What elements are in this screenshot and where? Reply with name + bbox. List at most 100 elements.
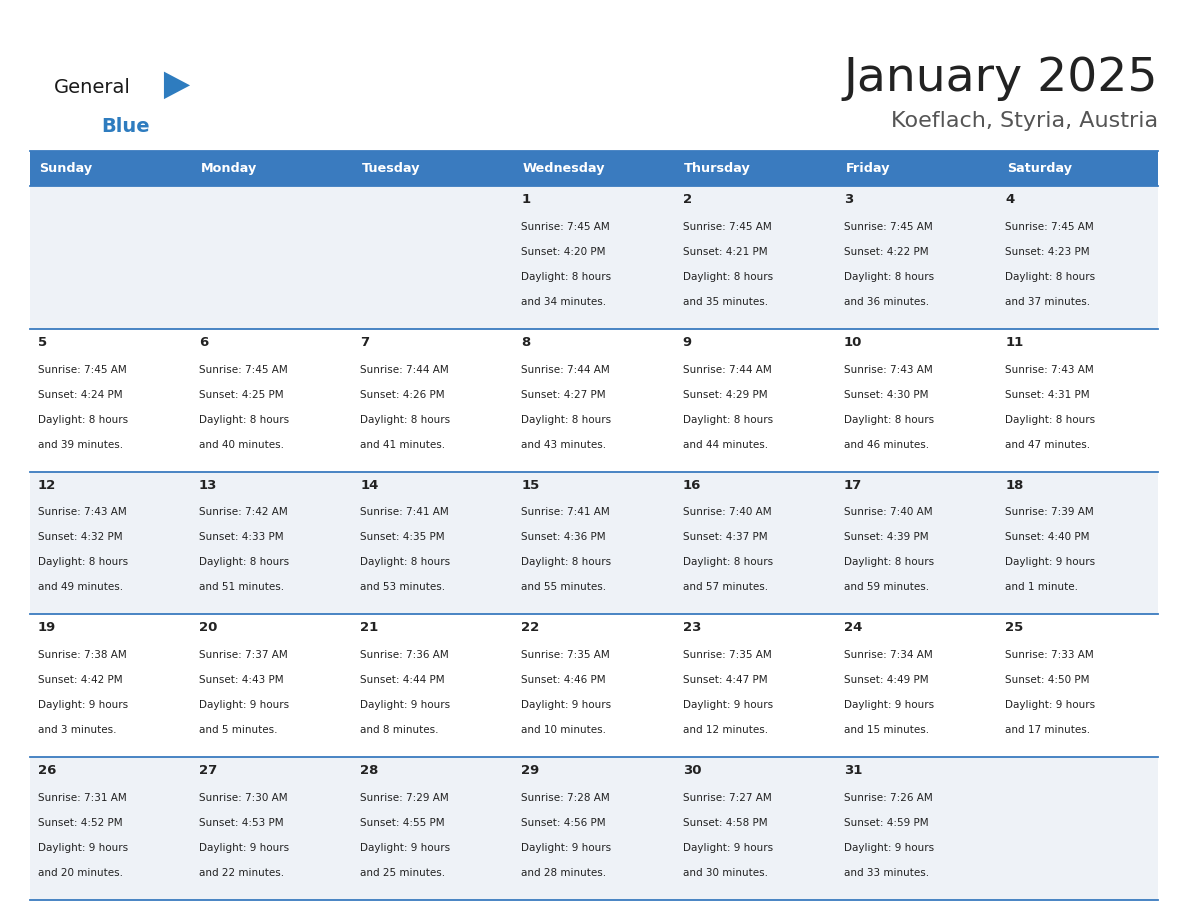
Text: Daylight: 8 hours: Daylight: 8 hours bbox=[683, 415, 773, 425]
Text: Monday: Monday bbox=[201, 162, 257, 175]
Bar bbox=[836, 151, 997, 186]
Bar bbox=[30, 151, 191, 186]
Text: Sunset: 4:46 PM: Sunset: 4:46 PM bbox=[522, 675, 606, 685]
Bar bbox=[997, 472, 1158, 614]
Text: Sunrise: 7:35 AM: Sunrise: 7:35 AM bbox=[522, 650, 611, 660]
Text: Daylight: 8 hours: Daylight: 8 hours bbox=[360, 415, 450, 425]
Bar bbox=[352, 151, 513, 186]
Text: and 34 minutes.: and 34 minutes. bbox=[522, 297, 607, 307]
Text: 4: 4 bbox=[1005, 194, 1015, 207]
Text: Sunrise: 7:27 AM: Sunrise: 7:27 AM bbox=[683, 792, 771, 802]
Text: Daylight: 8 hours: Daylight: 8 hours bbox=[522, 557, 612, 567]
Text: Sunset: 4:43 PM: Sunset: 4:43 PM bbox=[198, 675, 284, 685]
Text: Daylight: 8 hours: Daylight: 8 hours bbox=[843, 272, 934, 282]
Text: General: General bbox=[53, 78, 131, 96]
Text: Sunset: 4:30 PM: Sunset: 4:30 PM bbox=[843, 389, 928, 399]
Bar bbox=[352, 329, 513, 472]
Text: January 2025: January 2025 bbox=[843, 55, 1158, 101]
Text: Sunset: 4:26 PM: Sunset: 4:26 PM bbox=[360, 389, 444, 399]
Text: 15: 15 bbox=[522, 479, 539, 492]
Text: Daylight: 8 hours: Daylight: 8 hours bbox=[198, 415, 289, 425]
Text: 22: 22 bbox=[522, 621, 539, 634]
Text: Sunset: 4:59 PM: Sunset: 4:59 PM bbox=[843, 818, 929, 828]
Text: Wednesday: Wednesday bbox=[523, 162, 606, 175]
Text: 21: 21 bbox=[360, 621, 379, 634]
Text: Daylight: 9 hours: Daylight: 9 hours bbox=[522, 700, 612, 710]
Bar bbox=[997, 757, 1158, 900]
Text: Friday: Friday bbox=[846, 162, 890, 175]
Bar bbox=[997, 329, 1158, 472]
Bar bbox=[997, 151, 1158, 186]
Text: 31: 31 bbox=[843, 764, 862, 778]
Text: Sunrise: 7:38 AM: Sunrise: 7:38 AM bbox=[38, 650, 126, 660]
Bar bbox=[675, 186, 836, 329]
Text: Sunrise: 7:33 AM: Sunrise: 7:33 AM bbox=[1005, 650, 1094, 660]
Bar bbox=[513, 472, 675, 614]
Text: Sunrise: 7:42 AM: Sunrise: 7:42 AM bbox=[198, 508, 287, 518]
Text: Sunset: 4:33 PM: Sunset: 4:33 PM bbox=[198, 532, 284, 543]
Text: Daylight: 8 hours: Daylight: 8 hours bbox=[522, 415, 612, 425]
Text: and 39 minutes.: and 39 minutes. bbox=[38, 440, 122, 450]
Text: 5: 5 bbox=[38, 336, 46, 349]
Text: Sunset: 4:29 PM: Sunset: 4:29 PM bbox=[683, 389, 767, 399]
Text: and 53 minutes.: and 53 minutes. bbox=[360, 582, 446, 592]
Text: Sunset: 4:24 PM: Sunset: 4:24 PM bbox=[38, 389, 122, 399]
Text: 7: 7 bbox=[360, 336, 369, 349]
Text: Sunrise: 7:43 AM: Sunrise: 7:43 AM bbox=[1005, 364, 1094, 375]
Text: Sunset: 4:58 PM: Sunset: 4:58 PM bbox=[683, 818, 767, 828]
Text: Sunset: 4:50 PM: Sunset: 4:50 PM bbox=[1005, 675, 1089, 685]
Text: Sunrise: 7:34 AM: Sunrise: 7:34 AM bbox=[843, 650, 933, 660]
Text: Sunrise: 7:40 AM: Sunrise: 7:40 AM bbox=[843, 508, 933, 518]
Text: Daylight: 8 hours: Daylight: 8 hours bbox=[843, 415, 934, 425]
Text: Daylight: 8 hours: Daylight: 8 hours bbox=[843, 557, 934, 567]
Text: Sunset: 4:40 PM: Sunset: 4:40 PM bbox=[1005, 532, 1089, 543]
Text: Sunrise: 7:44 AM: Sunrise: 7:44 AM bbox=[683, 364, 771, 375]
Text: Daylight: 9 hours: Daylight: 9 hours bbox=[198, 700, 289, 710]
Text: Daylight: 9 hours: Daylight: 9 hours bbox=[843, 700, 934, 710]
Text: Daylight: 9 hours: Daylight: 9 hours bbox=[1005, 557, 1095, 567]
Text: Sunset: 4:20 PM: Sunset: 4:20 PM bbox=[522, 247, 606, 257]
Bar bbox=[513, 151, 675, 186]
Text: Sunset: 4:39 PM: Sunset: 4:39 PM bbox=[843, 532, 929, 543]
Text: and 28 minutes.: and 28 minutes. bbox=[522, 868, 607, 878]
Text: Daylight: 9 hours: Daylight: 9 hours bbox=[360, 843, 450, 853]
Text: and 8 minutes.: and 8 minutes. bbox=[360, 725, 438, 735]
Text: Thursday: Thursday bbox=[684, 162, 751, 175]
Text: and 55 minutes.: and 55 minutes. bbox=[522, 582, 607, 592]
Bar bbox=[513, 329, 675, 472]
Bar bbox=[191, 757, 352, 900]
Bar bbox=[352, 186, 513, 329]
Text: 17: 17 bbox=[843, 479, 862, 492]
Text: 27: 27 bbox=[198, 764, 217, 778]
Text: 11: 11 bbox=[1005, 336, 1023, 349]
Text: Sunset: 4:42 PM: Sunset: 4:42 PM bbox=[38, 675, 122, 685]
Text: Daylight: 8 hours: Daylight: 8 hours bbox=[683, 557, 773, 567]
Text: and 25 minutes.: and 25 minutes. bbox=[360, 868, 446, 878]
Text: Sunset: 4:49 PM: Sunset: 4:49 PM bbox=[843, 675, 929, 685]
Text: 25: 25 bbox=[1005, 621, 1023, 634]
Text: Sunrise: 7:45 AM: Sunrise: 7:45 AM bbox=[683, 222, 771, 232]
Text: Sunset: 4:56 PM: Sunset: 4:56 PM bbox=[522, 818, 606, 828]
Bar bbox=[191, 151, 352, 186]
Text: and 41 minutes.: and 41 minutes. bbox=[360, 440, 446, 450]
Bar bbox=[675, 614, 836, 757]
Text: Daylight: 9 hours: Daylight: 9 hours bbox=[1005, 700, 1095, 710]
Text: and 12 minutes.: and 12 minutes. bbox=[683, 725, 767, 735]
Text: Daylight: 9 hours: Daylight: 9 hours bbox=[843, 843, 934, 853]
Text: and 40 minutes.: and 40 minutes. bbox=[198, 440, 284, 450]
Text: 1: 1 bbox=[522, 194, 531, 207]
Bar bbox=[675, 329, 836, 472]
Polygon shape bbox=[164, 72, 190, 99]
Text: 13: 13 bbox=[198, 479, 217, 492]
Text: 14: 14 bbox=[360, 479, 379, 492]
Text: Sunset: 4:36 PM: Sunset: 4:36 PM bbox=[522, 532, 606, 543]
Text: Sunrise: 7:43 AM: Sunrise: 7:43 AM bbox=[843, 364, 933, 375]
Text: 8: 8 bbox=[522, 336, 531, 349]
Bar bbox=[675, 151, 836, 186]
Text: Sunrise: 7:45 AM: Sunrise: 7:45 AM bbox=[843, 222, 933, 232]
Text: and 5 minutes.: and 5 minutes. bbox=[198, 725, 278, 735]
Bar bbox=[352, 472, 513, 614]
Text: Sunrise: 7:45 AM: Sunrise: 7:45 AM bbox=[1005, 222, 1094, 232]
Text: Sunrise: 7:43 AM: Sunrise: 7:43 AM bbox=[38, 508, 126, 518]
Text: 29: 29 bbox=[522, 764, 539, 778]
